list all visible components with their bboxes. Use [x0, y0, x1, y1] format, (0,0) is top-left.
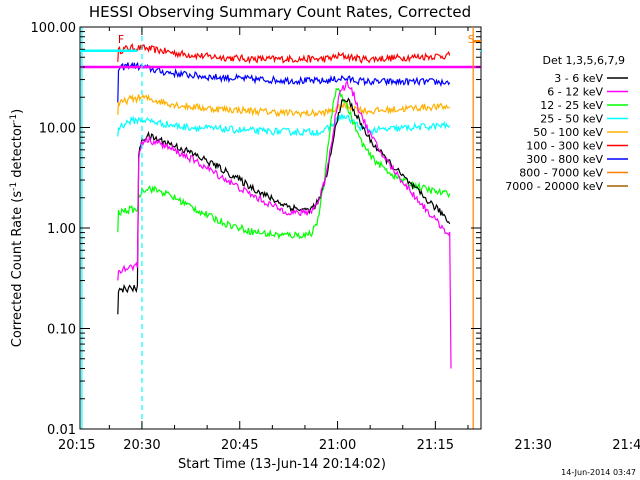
flag-label: S — [468, 33, 475, 46]
y-tick-label: 0.01 — [47, 423, 76, 438]
y-axis-label-main: Corrected Count Rate (s — [10, 191, 25, 348]
timestamp: 14-Jun-2014 03:47 — [561, 468, 636, 477]
y-tick-label: 100.00 — [31, 21, 77, 36]
y-axis-label-exp2: -1 — [9, 114, 19, 123]
x-tick-label: 21:30 — [514, 438, 551, 453]
legend-label: 12 - 25 keV — [540, 99, 603, 112]
x-axis: 20:15 20:30 20:45 21:00 21:15 21:30 21:45 — [58, 27, 640, 453]
x-tick-label: 21:15 — [417, 438, 454, 453]
y-tick-label: 1.00 — [47, 222, 76, 237]
legend-label: 50 - 100 keV — [533, 126, 603, 139]
x-tick-label: 20:45 — [221, 438, 258, 453]
y-tick-label: 10.00 — [39, 122, 76, 137]
legend-label: 300 - 800 keV — [526, 153, 603, 166]
legend-label: 100 - 300 keV — [526, 140, 603, 153]
legend-label: 800 - 7000 keV — [519, 167, 603, 180]
x-tick-label: 21:00 — [319, 438, 356, 453]
y-axis-label-mid: detector — [10, 122, 25, 182]
y-axis-label-exp1: -1 — [9, 182, 19, 191]
series-line — [117, 113, 451, 137]
chart-title: HESSI Observing Summary Count Rates, Cor… — [89, 3, 471, 21]
legend-label: 6 - 12 keV — [547, 86, 603, 99]
series-line — [117, 93, 451, 119]
x-axis-label: Start Time (13-Jun-14 20:14:02) — [178, 457, 386, 472]
marker-layer — [81, 27, 474, 429]
y-axis: 100.00 10.00 1.00 0.10 0.01 — [31, 21, 481, 438]
level-layer — [80, 40, 481, 69]
legend-label: 25 - 50 keV — [540, 113, 603, 126]
y-axis-label-end: ) — [10, 109, 25, 114]
series-line — [117, 80, 452, 369]
y-tick-label: 0.10 — [47, 323, 76, 338]
x-tick-label: 21:45 — [612, 438, 640, 453]
series-line — [117, 97, 451, 315]
series-line — [117, 61, 451, 103]
series-layer — [117, 43, 452, 369]
y-axis-label: Corrected Count Rate (s-1 detector-1) — [9, 109, 25, 347]
plot-frame — [79, 26, 482, 430]
x-tick-label: 20:15 — [58, 438, 95, 453]
plot-area — [79, 26, 482, 430]
legend-label: 3 - 6 keV — [554, 72, 603, 85]
legend-label: 7000 - 20000 keV — [505, 180, 603, 193]
legend-title: Det 1,3,5,6,7,9 — [542, 54, 625, 67]
flag-label: F — [118, 33, 124, 46]
series-line — [117, 87, 451, 240]
series-line — [117, 43, 451, 65]
x-tick-label: 20:30 — [123, 438, 160, 453]
